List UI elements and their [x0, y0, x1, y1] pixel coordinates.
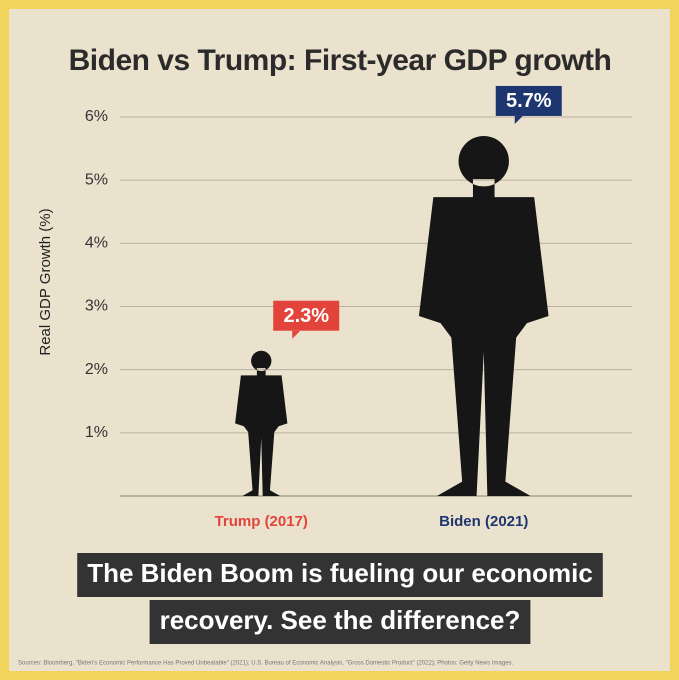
value-label: 5.7% [506, 90, 552, 112]
y-tick-label: 5% [85, 171, 108, 188]
value-label-box [273, 300, 340, 331]
x-tick-label: Biden (2021) [439, 513, 528, 530]
source: Sources: Bloomberg, "Biden's Economic Pe… [18, 661, 514, 667]
value-label-tail [292, 330, 301, 339]
y-tick-label: 4% [85, 235, 108, 252]
y-tick-label: 6% [85, 108, 108, 125]
figure [235, 350, 288, 497]
caption-box [149, 600, 531, 644]
value-label-box [495, 85, 562, 116]
x-tick-label: Trump (2017) [215, 513, 308, 530]
caption-box [77, 553, 603, 597]
chart-title: Biden vs Trump: First-year GDP growth [69, 44, 612, 77]
y-tick-label: 3% [85, 298, 108, 315]
value-label: 2.3% [283, 305, 329, 327]
caption-line: recovery. See the difference? [160, 605, 521, 635]
y-axis-label: Real GDP Growth (%) [37, 208, 54, 355]
caption-line: The Biden Boom is fueling our economic [87, 558, 593, 588]
figure [418, 135, 549, 496]
y-tick-label: 1% [85, 424, 108, 441]
value-label-tail [514, 115, 523, 124]
y-tick-label: 2% [85, 361, 108, 378]
